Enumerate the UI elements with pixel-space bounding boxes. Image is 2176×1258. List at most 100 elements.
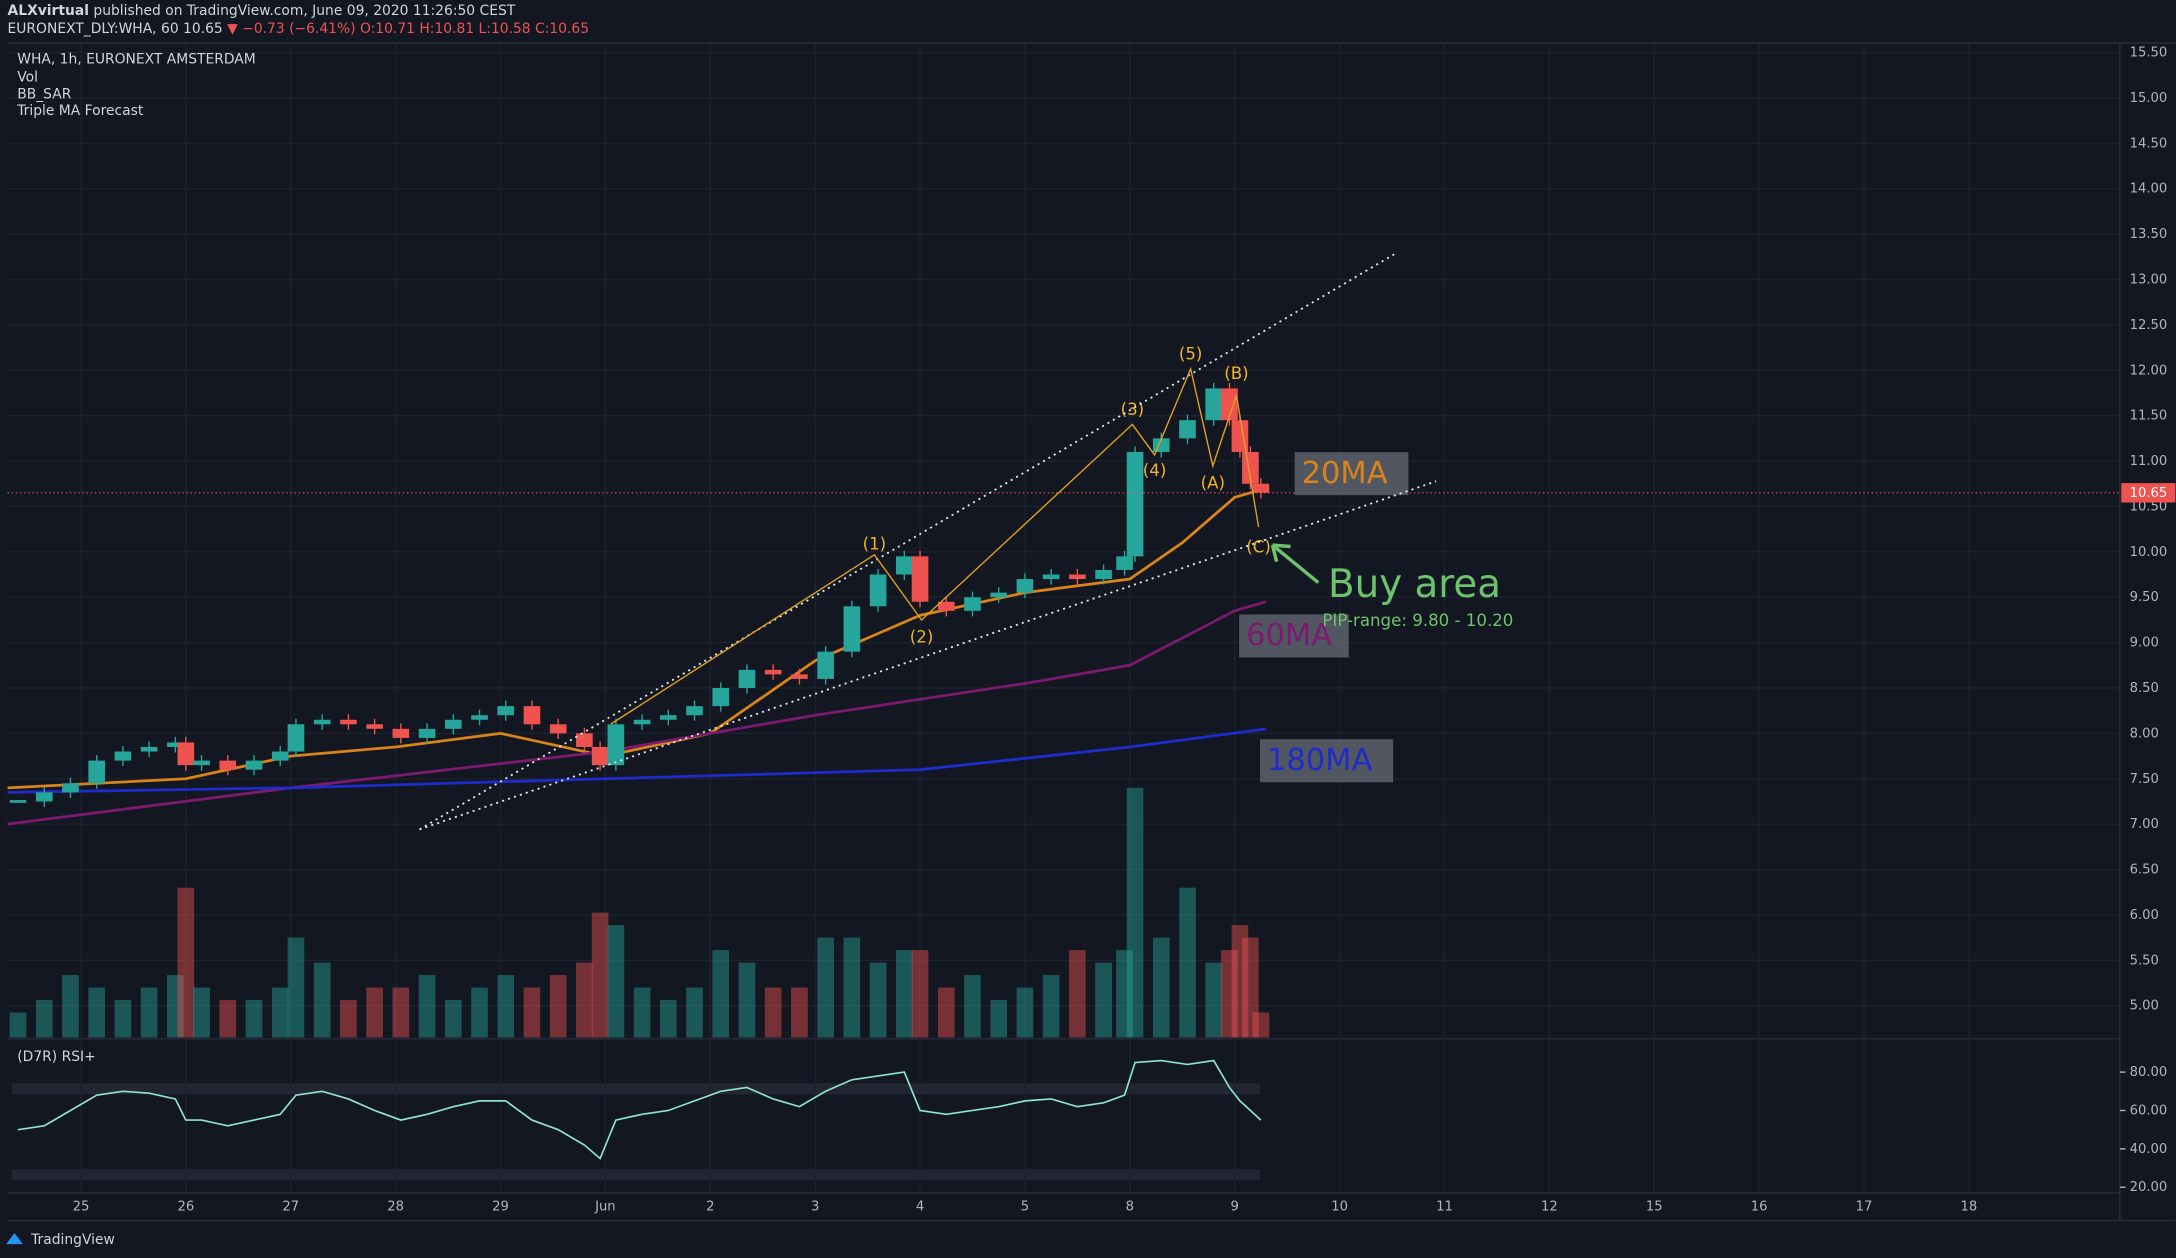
y-tick-label: 7.00 (2130, 817, 2159, 832)
footer: TradingView (30, 1232, 115, 1248)
y-tick-label: 5.00 (2130, 999, 2159, 1014)
candle (313, 719, 331, 725)
buy-area: Buy area (1328, 562, 1501, 607)
y-tick-label: 6.00 (2130, 908, 2159, 923)
rsi-band (11, 1083, 1260, 1095)
candle (1179, 420, 1196, 439)
wave-label: (A) (1201, 474, 1225, 493)
volume-bar (1042, 975, 1060, 1038)
candle (523, 706, 541, 725)
volume-bar (245, 1000, 263, 1038)
symbol: EURONEXT_DLY:WHA, 60 (8, 21, 179, 37)
plot: 5.00 5.50 6.00 6.50 7.00 7.50 8.00 8.50 9.00 9.50… (7, 46, 2176, 1215)
author[interactable]: ALXvirtual (8, 3, 89, 19)
last: 10.65 (183, 21, 223, 37)
published: published on TradingView.com, June 09, 2… (93, 3, 515, 19)
grid (7, 44, 2120, 1193)
y-tick-label: 5.50 (2130, 953, 2159, 968)
candle (659, 715, 677, 720)
candle (1069, 574, 1086, 580)
candle (937, 601, 955, 611)
y-tick-label: 10.50 (2130, 499, 2168, 514)
ma-label: 20MA (1302, 456, 1388, 491)
volume-bar (1116, 950, 1133, 1038)
legend-item: WHA, 1h, EURONEXT AMSTERDAM (17, 52, 255, 68)
volume-bar (471, 987, 488, 1038)
candle (895, 556, 913, 575)
candle (219, 760, 237, 770)
rsi-tick-label: 60.00 (2130, 1103, 2168, 1118)
candle (114, 751, 132, 761)
volume-bar (791, 987, 808, 1038)
candle (62, 783, 79, 793)
ma-line (7, 600, 1267, 826)
volume-bar (607, 925, 625, 1038)
wave-label: (C) (1246, 537, 1271, 556)
volume-bar (1205, 962, 1223, 1038)
y-tick-label: 11.00 (2130, 454, 2168, 469)
volume-bar (287, 937, 305, 1038)
pip-range: PIP-range: 9.80 - 10.20 (1322, 611, 1513, 630)
volume-bar (340, 1000, 357, 1038)
y-tick-label: 7.50 (2130, 772, 2159, 787)
candle (911, 556, 929, 602)
x-tick-label: 8 (1126, 1200, 1134, 1215)
logo (6, 1233, 23, 1245)
x-tick-label: 3 (811, 1200, 819, 1215)
volume-bar (817, 937, 834, 1038)
rsi-tick-label: 20.00 (2130, 1180, 2168, 1195)
ma-label: 180MA (1267, 743, 1373, 778)
y-tick-label: 15.00 (2130, 91, 2168, 106)
legend-item: Triple MA Forecast (16, 103, 144, 119)
volume-bar (686, 987, 703, 1038)
candle (271, 751, 289, 761)
x-tick-label: 29 (492, 1200, 509, 1215)
volume-bar (167, 975, 184, 1038)
ma-box (1294, 452, 1409, 496)
volume-bar (392, 987, 410, 1038)
rsi-tick-label: 40.00 (2130, 1142, 2168, 1157)
candle (1042, 574, 1060, 580)
header-line: ALXvirtual published on TradingView.com,… (8, 3, 516, 19)
candle (1095, 569, 1112, 580)
arrow (1270, 543, 1320, 584)
price-label: 10.65 (2130, 486, 2168, 501)
candle (177, 742, 195, 766)
candle (471, 715, 488, 720)
candle (1116, 556, 1133, 570)
volume-bar (444, 1000, 462, 1038)
candle (869, 574, 887, 607)
volume-bar (1221, 950, 1238, 1038)
wave-label: (1) (863, 535, 887, 554)
ma-label: 60MA (1246, 618, 1332, 653)
wave-label: (2) (910, 628, 934, 647)
x-tick-label: 16 (1751, 1200, 1768, 1215)
x-tick-label: 18 (1961, 1200, 1978, 1215)
y-tick-label: 10.00 (2130, 545, 2168, 560)
volume-bar (869, 962, 887, 1038)
wave-label: (4) (1143, 461, 1167, 480)
volume-bar (1016, 987, 1034, 1038)
legend-item: BB_SAR (17, 86, 71, 102)
trend-line (419, 480, 1437, 831)
y-tick-label: 11.50 (2130, 409, 2168, 424)
candle (738, 669, 756, 688)
x-tick-label: 4 (916, 1200, 924, 1215)
candle (712, 687, 730, 707)
volume-bar (114, 1000, 132, 1038)
y-tick-label: 12.00 (2130, 363, 2168, 378)
rsi-band (11, 1169, 1260, 1181)
volume-bar (193, 987, 210, 1038)
y-tick-label: 8.00 (2130, 726, 2159, 741)
symbol-line: EURONEXT_DLY:WHA, 60 10.65 ▼ −0.73 (−6.4… (8, 21, 590, 37)
candle (444, 719, 462, 729)
candle (549, 724, 567, 734)
volume-bar (1095, 962, 1112, 1038)
volume-bar (964, 975, 981, 1038)
candle (633, 719, 651, 725)
candle (817, 651, 834, 679)
volume-bar (1179, 887, 1196, 1038)
price-label-bg (2121, 483, 2176, 503)
x-tick-label: 28 (387, 1200, 404, 1215)
